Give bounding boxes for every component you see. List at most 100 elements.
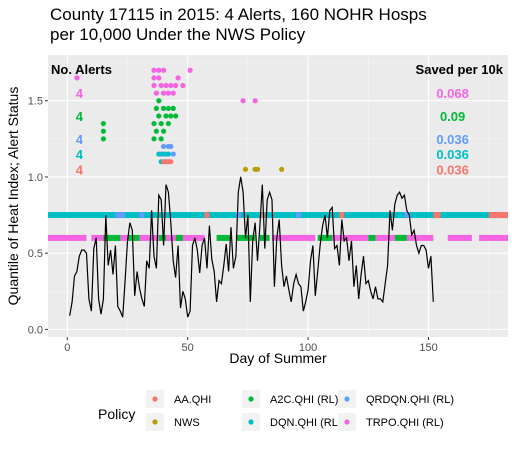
alert-point <box>242 166 249 172</box>
annotation-alert-count: 4 <box>76 162 84 177</box>
alert-point <box>173 113 179 119</box>
alert-point <box>252 98 258 104</box>
alert-point <box>170 151 176 157</box>
alert-point <box>153 90 159 96</box>
alert-point <box>240 98 246 104</box>
legend-title: Policy <box>98 406 135 422</box>
alert-band-segment <box>332 234 369 241</box>
alert-point <box>158 136 164 142</box>
alert-point <box>168 82 174 89</box>
x-tick-label: 150 <box>419 342 437 354</box>
alert-band-segment <box>91 234 111 241</box>
alert-band-segment <box>115 212 126 219</box>
annotation-saved-value: 0.036 <box>436 162 469 177</box>
annotation-alert-count: 4 <box>76 109 84 124</box>
x-axis-title: Day of Summer <box>229 350 327 366</box>
alert-band-segment <box>235 212 241 219</box>
alert-point <box>254 166 261 172</box>
alert-point <box>151 67 157 73</box>
legend: Policy AA.QHI NWS A2C.QHI (RL) DQN.QHI (RL) Q… <box>98 390 454 431</box>
axes: 0 50 100 150 0.0 0.5 1.0 1.5 <box>28 96 438 354</box>
alert-band-segment <box>404 212 410 219</box>
alert-band-segment <box>182 234 205 241</box>
alert-point <box>151 136 157 142</box>
alert-band-segment <box>368 234 376 241</box>
annotation-alert-count: 4 <box>76 86 84 101</box>
y-tick-label: 1.0 <box>28 172 43 184</box>
alert-band-segment <box>204 212 210 219</box>
alert-band-segment <box>216 234 232 241</box>
x-tick-label: 0 <box>64 342 70 354</box>
alert-point <box>156 75 162 81</box>
annotation-right-header: Saved per 10k <box>416 62 504 77</box>
annotation-alert-count: 4 <box>76 132 84 147</box>
alert-point <box>151 120 157 127</box>
alert-band-segment <box>48 234 87 241</box>
chart-title-line1: County 17115 in 2015: 4 Alerts, 160 NOHR… <box>50 5 427 24</box>
alert-point <box>168 159 174 165</box>
alert-point <box>158 120 164 127</box>
annotation-left-header: No. Alerts <box>51 62 112 77</box>
alert-band-segment <box>103 234 121 241</box>
alert-band-segment <box>127 234 140 241</box>
alert-band-segment <box>175 234 183 241</box>
legend-swatch <box>152 419 158 425</box>
legend-label: A2C.QHI (RL) <box>270 394 338 406</box>
alert-point <box>161 143 167 150</box>
alert-point <box>165 120 172 127</box>
alert-point <box>100 128 106 134</box>
legend-label: TRPO.QHI (RL) <box>366 417 444 429</box>
y-axis-title: Quantile of Heat Index; Alert Status <box>5 87 21 306</box>
alert-point <box>156 67 162 73</box>
legend-swatch <box>344 419 350 425</box>
alert-band-segment <box>479 234 508 241</box>
legend-label: AA.QHI <box>174 394 211 406</box>
alert-band-segment <box>158 234 167 241</box>
annotation-saved-value: 0.09 <box>440 109 465 124</box>
alert-band-segment <box>406 234 434 241</box>
y-tick-label: 0.0 <box>28 324 43 336</box>
alert-point <box>161 151 167 157</box>
x-tick-label: 50 <box>182 342 194 354</box>
alert-band-segment <box>447 234 472 241</box>
alert-band-segment <box>317 234 333 241</box>
legend-swatch <box>248 419 254 425</box>
alert-point <box>173 82 179 89</box>
alert-band-segment <box>488 212 508 219</box>
alert-point <box>161 128 167 134</box>
annotation-saved-value: 0.068 <box>436 86 469 101</box>
alert-band-segment <box>48 212 508 219</box>
alert-point <box>165 105 172 111</box>
alert-point <box>161 105 167 111</box>
alert-point <box>156 98 162 104</box>
legend-label: DQN.QHI (RL) <box>270 417 342 429</box>
y-tick-label: 0.5 <box>28 248 43 260</box>
alert-point <box>163 113 169 119</box>
legend-swatch <box>152 396 158 402</box>
x-tick-label: 100 <box>299 342 317 354</box>
legend-swatch <box>344 396 350 402</box>
alert-point <box>161 90 167 96</box>
alert-band-segment <box>339 212 345 219</box>
alert-point <box>165 151 172 157</box>
alert-point <box>180 82 186 89</box>
alert-point <box>153 105 159 111</box>
annotation-alert-count: 4 <box>76 147 84 162</box>
alert-band-segment <box>375 234 395 241</box>
grid-lines <box>48 55 508 337</box>
alert-point <box>170 90 176 96</box>
alert-band-segment <box>166 234 176 241</box>
annotation-saved-value: 0.036 <box>436 147 469 162</box>
alert-point <box>187 67 193 73</box>
alert-point <box>156 113 162 119</box>
heat-index-series <box>69 176 434 318</box>
alert-band-segment <box>394 234 407 241</box>
alert-point <box>161 67 167 73</box>
legend-label: NWS <box>174 417 200 429</box>
alert-point <box>163 82 169 89</box>
alert-band-segment <box>139 212 145 219</box>
alert-point <box>74 75 80 81</box>
alert-band-segment <box>271 234 316 241</box>
